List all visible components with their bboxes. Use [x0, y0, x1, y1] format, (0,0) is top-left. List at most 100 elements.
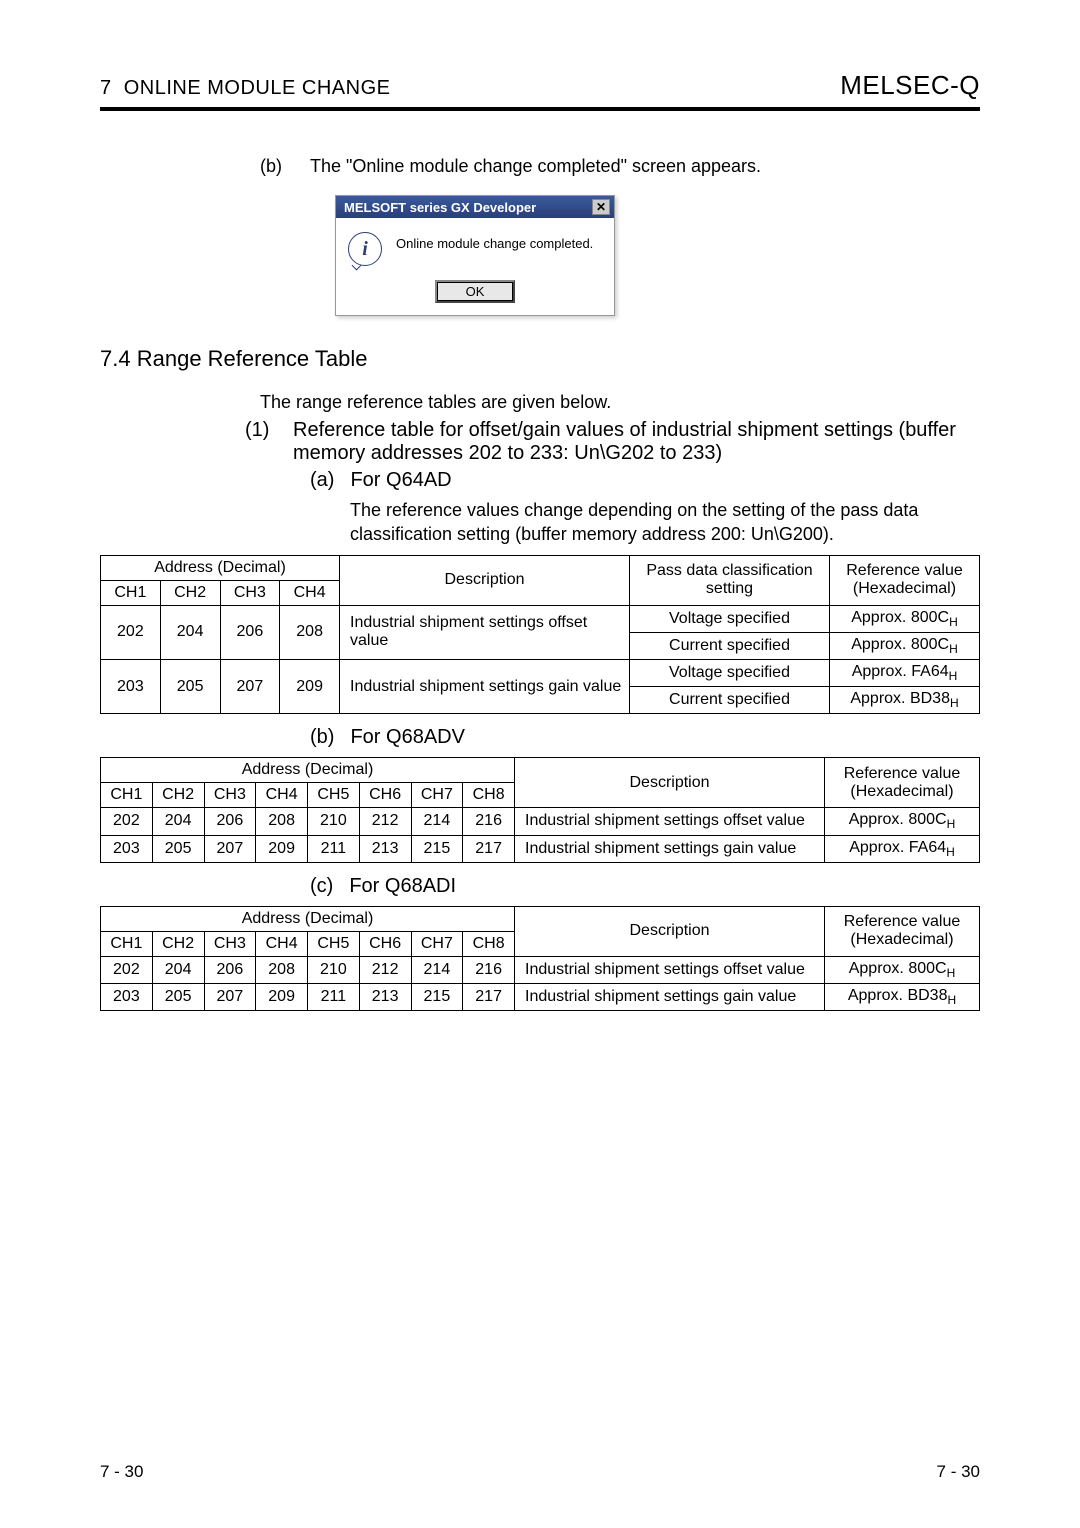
tbl-b-r2-a1: 203: [101, 835, 153, 862]
tbl-b-r2-a3: 207: [204, 835, 256, 862]
tbl-a-r1-p2: Current specified: [630, 632, 830, 659]
item-1: (1) Reference table for offset/gain valu…: [245, 419, 980, 465]
sub-c: (c) For Q68ADI: [310, 875, 980, 898]
tbl-b-r1-a1: 202: [101, 808, 153, 835]
tbl-c-ref-header: Reference value (Hexadecimal): [825, 906, 980, 956]
tbl-a-r2-v1: Approx. FA64H: [830, 659, 980, 686]
tbl-c-ch2: CH2: [152, 931, 204, 956]
tbl-c-r1-a1: 202: [101, 956, 153, 983]
tbl-c-r1-a3: 206: [204, 956, 256, 983]
tbl-c-r2-ref: Approx. BD38H: [825, 983, 980, 1010]
tbl-c-r2-a2: 205: [152, 983, 204, 1010]
tbl-b-r1-a5: 210: [308, 808, 360, 835]
tbl-b-desc-header: Description: [515, 758, 825, 808]
tbl-a-addr-header: Address (Decimal): [101, 555, 340, 580]
section-heading: 7.4 Range Reference Table: [100, 346, 980, 372]
tbl-b-r1-a6: 212: [359, 808, 411, 835]
tbl-a-r2-a4: 209: [280, 659, 340, 713]
tbl-b-r1-a4: 208: [256, 808, 308, 835]
dialog: MELSOFT series GX Developer ✕ i Online m…: [335, 195, 615, 316]
page: 7 ONLINE MODULE CHANGE MELSEC-Q (b) The …: [0, 0, 1080, 1528]
tbl-a-ch2: CH2: [160, 580, 220, 605]
tbl-b-r1-a8: 216: [463, 808, 515, 835]
tbl-a-r2-v2: Approx. BD38H: [830, 687, 980, 714]
tbl-b-ch2: CH2: [152, 783, 204, 808]
tbl-b-r2-a7: 215: [411, 835, 463, 862]
tbl-c-r2-a4: 209: [256, 983, 308, 1010]
tbl-b-r1-ref: Approx. 800CH: [825, 808, 980, 835]
tbl-a-r1-a1: 202: [101, 605, 161, 659]
tbl-a-r2-a1: 203: [101, 659, 161, 713]
tbl-c-r1-a8: 216: [463, 956, 515, 983]
tbl-b-r2-ref: Approx. FA64H: [825, 835, 980, 862]
tbl-a-ch3: CH3: [220, 580, 280, 605]
tbl-c-r1-a5: 210: [308, 956, 360, 983]
dialog-buttons: OK: [336, 276, 614, 315]
tbl-a-desc-header: Description: [340, 555, 630, 605]
footer-right: 7 - 30: [937, 1462, 980, 1482]
tbl-b-r1-a2: 204: [152, 808, 204, 835]
tbl-a-r1-v2: Approx. 800CH: [830, 632, 980, 659]
chapter-label: 7 ONLINE MODULE CHANGE: [100, 77, 390, 100]
tbl-a-pass-header: Pass data classification setting: [630, 555, 830, 605]
sub-a-note: The reference values change depending on…: [350, 498, 980, 547]
close-icon[interactable]: ✕: [592, 199, 610, 215]
sub-b-title: For Q68ADV: [350, 726, 464, 749]
tbl-a-r2-desc: Industrial shipment settings gain value: [340, 659, 630, 713]
tbl-c-ch8: CH8: [463, 931, 515, 956]
tbl-b-r2-a8: 217: [463, 835, 515, 862]
sub-c-title: For Q68ADI: [349, 875, 456, 898]
tbl-b-ch7: CH7: [411, 783, 463, 808]
tbl-a-r2-p1: Voltage specified: [630, 659, 830, 686]
tbl-c-r2-a5: 211: [308, 983, 360, 1010]
tbl-a-r1-desc: Industrial shipment settings offset valu…: [340, 605, 630, 659]
tbl-b-r2-desc: Industrial shipment settings gain value: [515, 835, 825, 862]
ok-button[interactable]: OK: [435, 280, 515, 303]
tbl-c-r1-a7: 214: [411, 956, 463, 983]
tbl-c-ch6: CH6: [359, 931, 411, 956]
table-c: Address (Decimal) Description Reference …: [100, 906, 980, 1011]
section-number: 7.4: [100, 346, 131, 371]
tbl-b-r2-a4: 209: [256, 835, 308, 862]
tbl-a-ch1: CH1: [101, 580, 161, 605]
item-1-text: Reference table for offset/gain values o…: [293, 419, 980, 465]
tbl-b-r2-a6: 213: [359, 835, 411, 862]
tbl-b-ch1: CH1: [101, 783, 153, 808]
tbl-b-r1-desc: Industrial shipment settings offset valu…: [515, 808, 825, 835]
tbl-c-ch3: CH3: [204, 931, 256, 956]
sub-a-title: For Q64AD: [350, 469, 451, 492]
tbl-a-ref-header: Reference value (Hexadecimal): [830, 555, 980, 605]
tbl-c-ch4: CH4: [256, 931, 308, 956]
step-b-label: (b): [260, 156, 300, 177]
tbl-c-desc-header: Description: [515, 906, 825, 956]
page-footer: 7 - 30 7 - 30: [100, 1462, 980, 1482]
table-b: Address (Decimal) Description Reference …: [100, 757, 980, 862]
tbl-a-r1-a3: 206: [220, 605, 280, 659]
header-rule: [100, 107, 980, 111]
item-1-number: (1): [245, 419, 275, 465]
sub-a-label: (a): [310, 469, 334, 492]
tbl-c-ch1: CH1: [101, 931, 153, 956]
tbl-b-addr-header: Address (Decimal): [101, 758, 515, 783]
tbl-a-r1-v1: Approx. 800CH: [830, 605, 980, 632]
tbl-c-r1-a6: 212: [359, 956, 411, 983]
sub-b: (b) For Q68ADV: [310, 726, 980, 749]
step-b: (b) The "Online module change completed"…: [260, 156, 980, 177]
tbl-b-ref-header: Reference value (Hexadecimal): [825, 758, 980, 808]
tbl-b-r2-a5: 211: [308, 835, 360, 862]
tbl-c-ch7: CH7: [411, 931, 463, 956]
tbl-a-r1-a4: 208: [280, 605, 340, 659]
info-icon: i: [348, 232, 382, 266]
series-label: MELSEC-Q: [840, 70, 980, 101]
step-b-text: The "Online module change completed" scr…: [310, 156, 761, 177]
dialog-message: Online module change completed.: [396, 232, 593, 251]
sub-b-label: (b): [310, 726, 334, 749]
tbl-c-r1-a4: 208: [256, 956, 308, 983]
tbl-b-ch3: CH3: [204, 783, 256, 808]
tbl-b-ch6: CH6: [359, 783, 411, 808]
tbl-c-r1-a2: 204: [152, 956, 204, 983]
tbl-c-addr-header: Address (Decimal): [101, 906, 515, 931]
tbl-c-r2-a7: 215: [411, 983, 463, 1010]
chapter-title: ONLINE MODULE CHANGE: [124, 77, 391, 99]
tbl-c-r2-a3: 207: [204, 983, 256, 1010]
